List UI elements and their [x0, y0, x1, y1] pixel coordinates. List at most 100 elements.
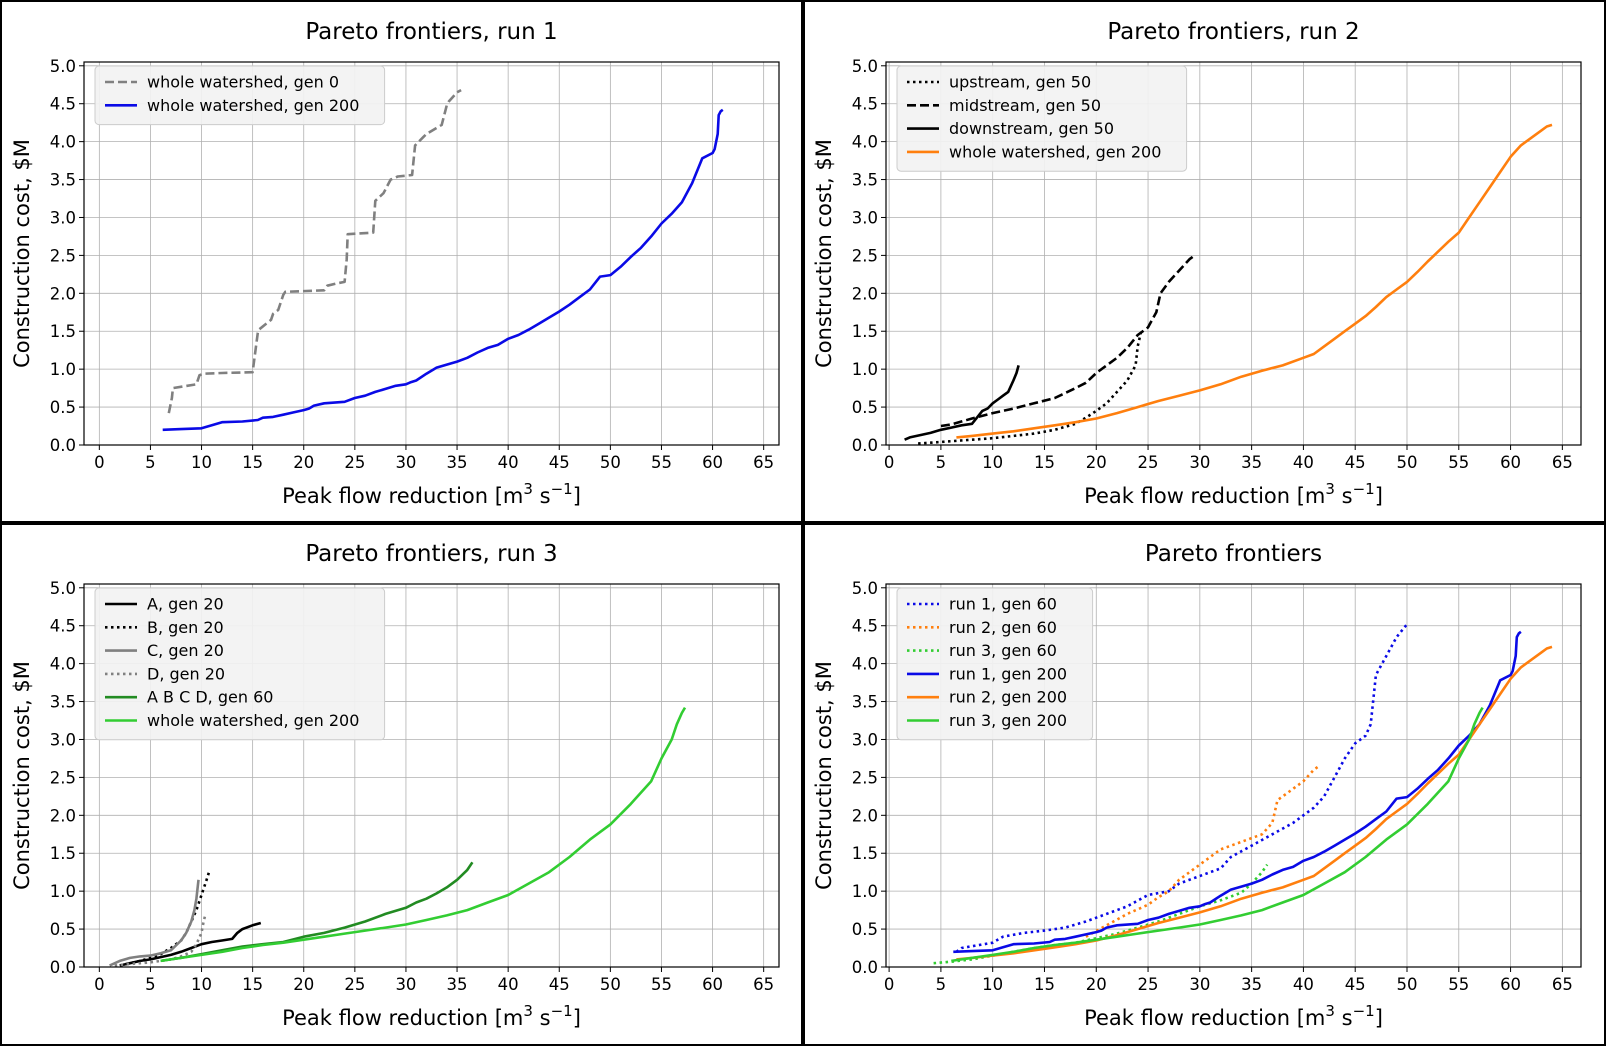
legend-label: whole watershed, gen 200 [147, 711, 359, 730]
x-tick-label: 30 [1189, 453, 1210, 472]
x-tick-label: 20 [293, 453, 314, 472]
x-axis-label: Peak flow reduction [m3 s−1] [1084, 480, 1383, 508]
x-axis-label-sup: 3 [1325, 1002, 1335, 1020]
series-line [160, 706, 687, 963]
legend-label: D, gen 20 [147, 664, 225, 683]
y-tick-label: 3.5 [852, 171, 878, 190]
y-tick-label: 4.5 [50, 95, 76, 114]
y-tick-label: 1.5 [50, 322, 76, 341]
x-tick-label: 45 [549, 453, 570, 472]
y-axis-label: Construction cost, $M [10, 139, 34, 368]
series-line [955, 623, 1409, 953]
x-tick-label: 65 [753, 453, 774, 472]
x-axis-label-part: Peak flow reduction [m [282, 484, 523, 508]
x-tick-label: 35 [1241, 975, 1262, 994]
x-axis-label: Peak flow reduction [m3 s−1] [1084, 1002, 1383, 1030]
y-tick-label: 1.0 [852, 882, 878, 901]
legend-label: A, gen 20 [147, 595, 224, 614]
y-tick-label: 4.5 [852, 95, 878, 114]
legend-label: downstream, gen 50 [949, 119, 1114, 138]
legend-label: whole watershed, gen 200 [949, 142, 1161, 161]
x-tick-label: 35 [1241, 453, 1262, 472]
x-tick-label: 5 [145, 975, 156, 994]
x-tick-label: 15 [242, 975, 263, 994]
legend-label: C, gen 20 [147, 641, 224, 660]
x-tick-label: 55 [1448, 975, 1469, 994]
x-tick-label: 0 [884, 453, 895, 472]
chart-panel-1: 0 5 10 15 20 25 30 35 40 45 50 55 60 65 0.0 0.5 1.0 1.5 2.… [10, 19, 780, 508]
legend-box [94, 65, 386, 126]
y-tick-label: 0.5 [50, 920, 76, 939]
y-tick-label: 4.0 [50, 655, 76, 674]
series-line [162, 108, 724, 432]
x-axis-label-part: Peak flow reduction [m [282, 1006, 523, 1030]
x-tick-label: 55 [651, 453, 672, 472]
series-line [1085, 764, 1320, 938]
y-axis-label: Construction cost, $M [10, 661, 34, 890]
y-tick-label: 4.0 [50, 133, 76, 152]
y-tick-label: 3.5 [852, 693, 878, 712]
x-tick-label: 45 [1345, 453, 1366, 472]
y-tick-label: 2.0 [50, 806, 76, 825]
x-axis-label-part: ] [573, 1006, 581, 1030]
x-axis-label-part: ] [1375, 1006, 1383, 1030]
x-axis-label-part: s [533, 484, 551, 508]
x-axis-label-part: s [1335, 1006, 1353, 1030]
x-axis-label-part: Peak flow reduction [m [1084, 1006, 1325, 1030]
legend-label: whole watershed, gen 200 [147, 96, 359, 115]
y-tick-label: 3.0 [852, 208, 878, 227]
legend-label: A B C D, gen 60 [147, 688, 273, 707]
legend-label: whole watershed, gen 0 [147, 73, 339, 92]
x-tick-label: 50 [600, 975, 621, 994]
legend-label: midstream, gen 50 [949, 96, 1101, 115]
x-tick-label: 60 [1500, 975, 1521, 994]
x-tick-label: 10 [982, 975, 1003, 994]
x-tick-label: 50 [1396, 975, 1417, 994]
legend-box [896, 65, 1188, 172]
y-tick-label: 3.0 [50, 208, 76, 227]
y-tick-label: 0.0 [852, 436, 878, 455]
y-tick-label: 4.5 [852, 617, 878, 636]
x-axis-label-sup: 3 [523, 1002, 533, 1020]
y-axis-label: Construction cost, $M [812, 139, 836, 368]
chart-title: Pareto frontiers, run 2 [1107, 19, 1359, 45]
x-tick-label: 10 [191, 975, 212, 994]
y-tick-label: 0.0 [50, 958, 76, 977]
x-axis-label-sup: −1 [551, 1002, 573, 1020]
x-tick-label: 45 [549, 975, 570, 994]
y-tick-label: 2.5 [50, 768, 76, 787]
x-axis-label: Peak flow reduction [m3 s−1] [282, 1002, 581, 1030]
y-tick-label: 0.5 [852, 398, 878, 417]
y-tick-label: 2.5 [852, 246, 878, 265]
axes-frame [885, 583, 1582, 968]
x-tick-label: 60 [1500, 453, 1521, 472]
x-tick-label: 55 [651, 975, 672, 994]
series-line [951, 706, 1484, 963]
x-axis-label-sup: 3 [1325, 480, 1335, 498]
y-tick-label: 3.0 [852, 730, 878, 749]
y-tick-label: 4.0 [852, 133, 878, 152]
y-tick-label: 0.5 [50, 398, 76, 417]
legend-label: run 3, gen 200 [949, 711, 1067, 730]
series-line [940, 255, 1194, 428]
series-line [109, 879, 200, 967]
y-tick-label: 5.0 [852, 579, 878, 598]
x-tick-label: 65 [1552, 453, 1573, 472]
x-tick-label: 25 [344, 975, 365, 994]
x-axis-label-sup: −1 [1353, 1002, 1375, 1020]
x-axis-label-sup: 3 [523, 480, 533, 498]
x-axis-label-sup: −1 [1353, 480, 1375, 498]
x-tick-label: 40 [1293, 975, 1314, 994]
x-tick-label: 15 [1034, 975, 1055, 994]
x-tick-label: 40 [498, 975, 519, 994]
y-tick-label: 3.5 [50, 693, 76, 712]
y-tick-label: 1.5 [852, 844, 878, 863]
legend-label: B, gen 20 [147, 618, 224, 637]
y-tick-label: 1.0 [50, 360, 76, 379]
chart-panel-3: 0 5 10 15 20 25 30 35 40 45 50 55 60 65 0.0 0.5 1.0 1.5 2.… [10, 541, 780, 1030]
x-tick-label: 30 [395, 453, 416, 472]
y-tick-label: 1.0 [852, 360, 878, 379]
x-tick-label: 5 [145, 453, 156, 472]
